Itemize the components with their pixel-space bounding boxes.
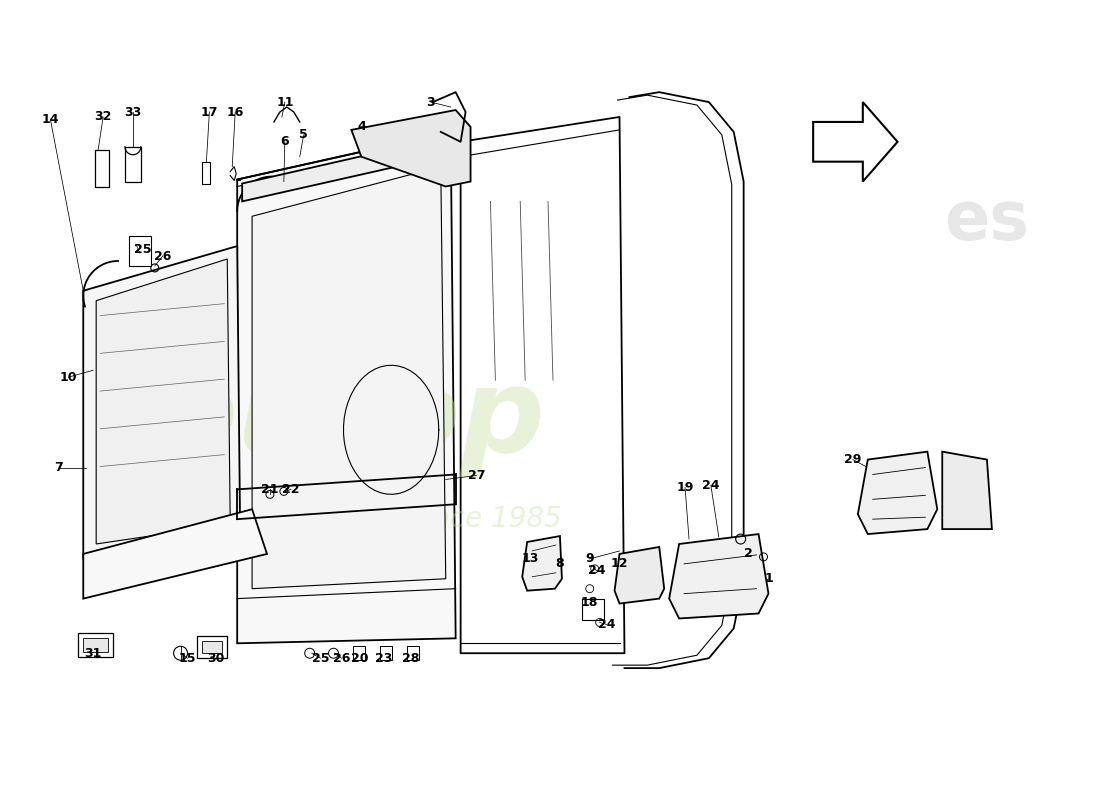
Text: europ: europ [157,362,546,478]
Text: 6: 6 [280,135,289,148]
Text: 20: 20 [351,652,369,665]
Polygon shape [615,547,664,603]
Bar [381,646,392,660]
Bar [353,646,365,660]
Polygon shape [522,536,562,590]
Polygon shape [858,452,937,534]
Text: 5: 5 [299,128,308,142]
Text: 16: 16 [227,106,244,118]
Polygon shape [252,166,446,589]
Polygon shape [669,534,769,618]
Bar [125,146,141,182]
Text: 30: 30 [208,652,226,665]
Text: 11: 11 [276,95,294,109]
Polygon shape [351,110,471,186]
Bar [582,598,604,621]
Bar [202,642,222,654]
Polygon shape [96,259,230,544]
Bar [96,150,109,187]
Polygon shape [84,246,240,559]
Polygon shape [84,510,267,598]
Text: 33: 33 [124,106,142,118]
Text: 24: 24 [598,618,615,631]
Bar [129,236,151,266]
Text: 24: 24 [587,564,605,578]
Text: 18: 18 [581,596,598,609]
Text: 9: 9 [585,552,594,566]
Polygon shape [813,102,898,182]
Polygon shape [943,452,992,529]
Text: 7: 7 [54,461,63,474]
Text: 3: 3 [427,95,436,109]
Text: 13: 13 [521,552,539,566]
Text: 2: 2 [745,547,754,561]
Text: 25: 25 [312,652,329,665]
Text: 17: 17 [200,106,218,118]
Text: 28: 28 [403,652,420,665]
Text: 25: 25 [134,242,152,255]
Text: 4: 4 [356,121,365,134]
Polygon shape [242,136,453,202]
Text: 26: 26 [333,652,350,665]
Text: 32: 32 [95,110,112,123]
Bar [198,636,228,658]
Text: 21: 21 [261,483,278,496]
Text: 14: 14 [42,114,59,126]
Text: es: es [945,188,1030,254]
Text: 29: 29 [844,453,861,466]
Text: 22: 22 [282,483,299,496]
Bar [78,634,113,658]
Bar [407,646,419,660]
Text: 12: 12 [610,558,628,570]
Text: 15: 15 [179,652,196,665]
Bar [84,638,108,652]
Text: 26: 26 [154,250,172,262]
Text: 23: 23 [375,652,393,665]
Text: a passion for parts since 1985: a passion for parts since 1985 [142,505,561,533]
Text: 19: 19 [676,481,694,494]
Polygon shape [238,132,455,643]
Text: 10: 10 [59,370,77,384]
Text: 8: 8 [556,558,564,570]
Bar [202,162,210,183]
Text: 24: 24 [702,479,719,492]
Text: 27: 27 [468,469,485,482]
Text: 31: 31 [85,646,102,660]
Text: 1: 1 [764,572,773,586]
